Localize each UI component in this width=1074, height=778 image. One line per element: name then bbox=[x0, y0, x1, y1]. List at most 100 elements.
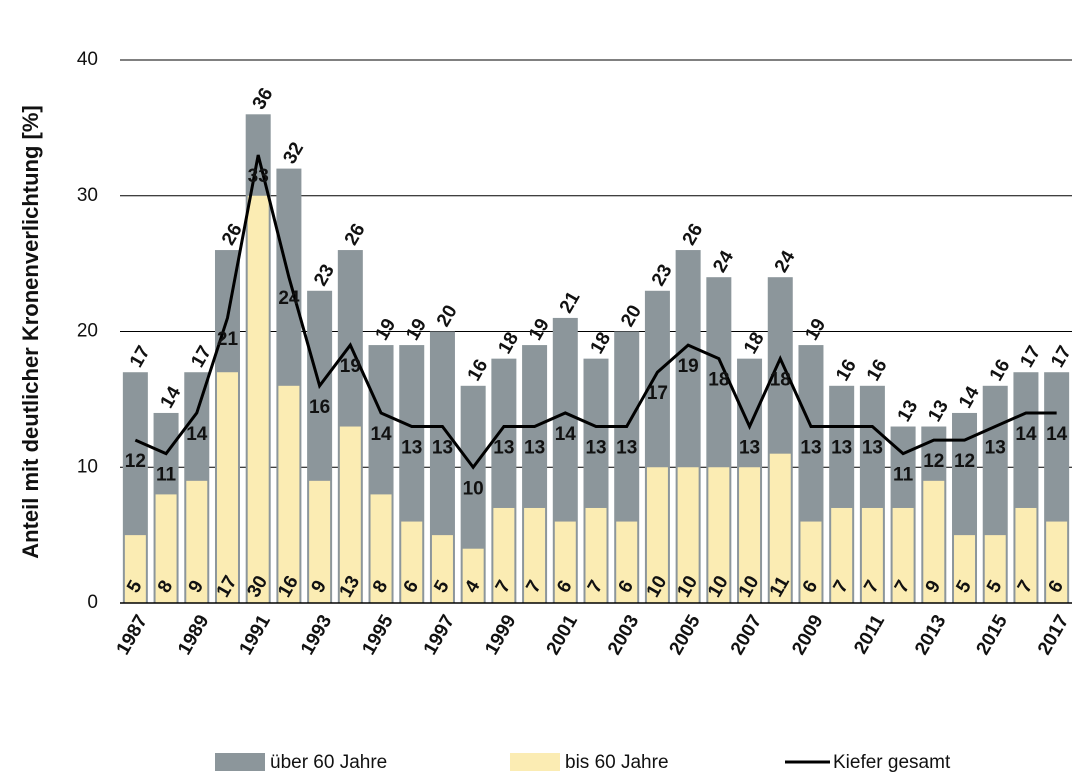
data-label: 16 bbox=[309, 397, 330, 418]
bar bbox=[616, 521, 638, 603]
data-label: 19 bbox=[801, 315, 830, 344]
x-tick-label: 1991 bbox=[236, 611, 276, 658]
data-label: 14 bbox=[555, 424, 577, 445]
x-tick-label: 2009 bbox=[788, 612, 827, 659]
x-tick-label: 2007 bbox=[727, 612, 766, 659]
data-label: 19 bbox=[678, 356, 699, 377]
y-tick-label: 10 bbox=[77, 456, 98, 477]
bar bbox=[462, 548, 484, 603]
data-label: 16 bbox=[986, 356, 1015, 385]
bar bbox=[431, 535, 453, 603]
data-label: 18 bbox=[770, 370, 791, 391]
y-tick-label: 0 bbox=[87, 592, 98, 613]
bar bbox=[954, 535, 976, 603]
bar bbox=[155, 494, 177, 603]
x-tick-label: 1993 bbox=[297, 612, 336, 659]
data-label: 20 bbox=[433, 302, 462, 331]
x-tick-label: 2017 bbox=[1034, 612, 1073, 659]
x-tick-label: 2011 bbox=[850, 611, 889, 658]
bar bbox=[216, 372, 238, 603]
data-label: 24 bbox=[771, 247, 800, 276]
bar bbox=[861, 507, 883, 603]
data-label: 23 bbox=[310, 261, 339, 290]
data-label: 17 bbox=[1016, 342, 1045, 371]
data-label: 13 bbox=[585, 438, 606, 459]
legend-label: Kiefer gesamt bbox=[833, 752, 951, 773]
legend-swatch bbox=[510, 753, 560, 771]
x-tick-label: 1987 bbox=[113, 612, 152, 659]
data-label: 21 bbox=[217, 329, 239, 350]
data-label: 20 bbox=[617, 302, 646, 331]
data-label: 13 bbox=[831, 438, 852, 459]
bar bbox=[984, 535, 1006, 603]
legend-label: über 60 Jahre bbox=[270, 752, 387, 773]
data-label: 26 bbox=[341, 220, 370, 249]
data-label: 23 bbox=[648, 261, 677, 290]
data-label: 14 bbox=[1046, 424, 1068, 445]
x-tick-label: 1997 bbox=[420, 612, 459, 659]
data-label: 12 bbox=[125, 451, 146, 472]
bar bbox=[124, 535, 146, 603]
y-axis-label: Anteil mit deutlicher Kronenverlichtung … bbox=[18, 105, 43, 558]
bar bbox=[585, 507, 607, 603]
data-label: 13 bbox=[616, 438, 637, 459]
line bbox=[134, 154, 1057, 470]
bar bbox=[646, 467, 668, 603]
bar bbox=[831, 507, 853, 603]
data-label: 18 bbox=[494, 329, 523, 358]
data-label: 19 bbox=[340, 356, 361, 377]
data-label: 19 bbox=[372, 315, 401, 344]
data-label: 21 bbox=[556, 288, 585, 317]
x-tick-label: 2001 bbox=[543, 611, 583, 658]
data-label: 16 bbox=[863, 356, 892, 385]
bar bbox=[800, 521, 822, 603]
x-tick-label: 1989 bbox=[174, 612, 213, 659]
x-tick-label: 2015 bbox=[973, 611, 1013, 658]
bar bbox=[401, 521, 423, 603]
data-label: 13 bbox=[432, 438, 453, 459]
bar bbox=[493, 507, 515, 603]
bar bbox=[309, 480, 331, 603]
data-label: 13 bbox=[924, 397, 953, 426]
data-label: 26 bbox=[679, 220, 708, 249]
data-label: 19 bbox=[525, 315, 554, 344]
data-label: 14 bbox=[157, 383, 186, 412]
data-label: 13 bbox=[862, 438, 883, 459]
x-tick-label: 1995 bbox=[358, 611, 398, 658]
bar bbox=[677, 467, 699, 603]
x-tick-label: 2005 bbox=[665, 611, 705, 658]
data-label: 16 bbox=[832, 356, 861, 385]
bar bbox=[892, 507, 914, 603]
bar bbox=[769, 453, 791, 603]
data-label: 13 bbox=[800, 438, 821, 459]
data-label: 16 bbox=[464, 356, 493, 385]
bar bbox=[186, 480, 208, 603]
data-label: 13 bbox=[401, 438, 422, 459]
bar bbox=[739, 467, 761, 603]
bar bbox=[1015, 507, 1037, 603]
legend-swatch bbox=[215, 753, 265, 771]
data-label: 18 bbox=[708, 370, 729, 391]
x-tick-label: 2013 bbox=[911, 612, 950, 659]
data-label: 36 bbox=[249, 84, 278, 113]
data-label: 14 bbox=[370, 424, 392, 445]
data-label: 13 bbox=[493, 438, 514, 459]
bar bbox=[554, 521, 576, 603]
data-label: 17 bbox=[1047, 342, 1074, 371]
y-tick-label: 40 bbox=[77, 49, 98, 70]
bar bbox=[524, 507, 546, 603]
bar bbox=[1046, 521, 1068, 603]
data-label: 18 bbox=[586, 329, 615, 358]
data-label: 18 bbox=[740, 329, 769, 358]
data-label: 11 bbox=[156, 465, 177, 486]
data-label: 13 bbox=[894, 397, 923, 426]
data-label: 17 bbox=[126, 342, 155, 371]
y-tick-label: 20 bbox=[77, 321, 98, 342]
data-label: 33 bbox=[248, 166, 269, 187]
bar bbox=[370, 494, 392, 603]
bar bbox=[278, 385, 300, 603]
data-label: 13 bbox=[739, 438, 760, 459]
data-label: 13 bbox=[524, 438, 545, 459]
data-label: 19 bbox=[402, 315, 431, 344]
